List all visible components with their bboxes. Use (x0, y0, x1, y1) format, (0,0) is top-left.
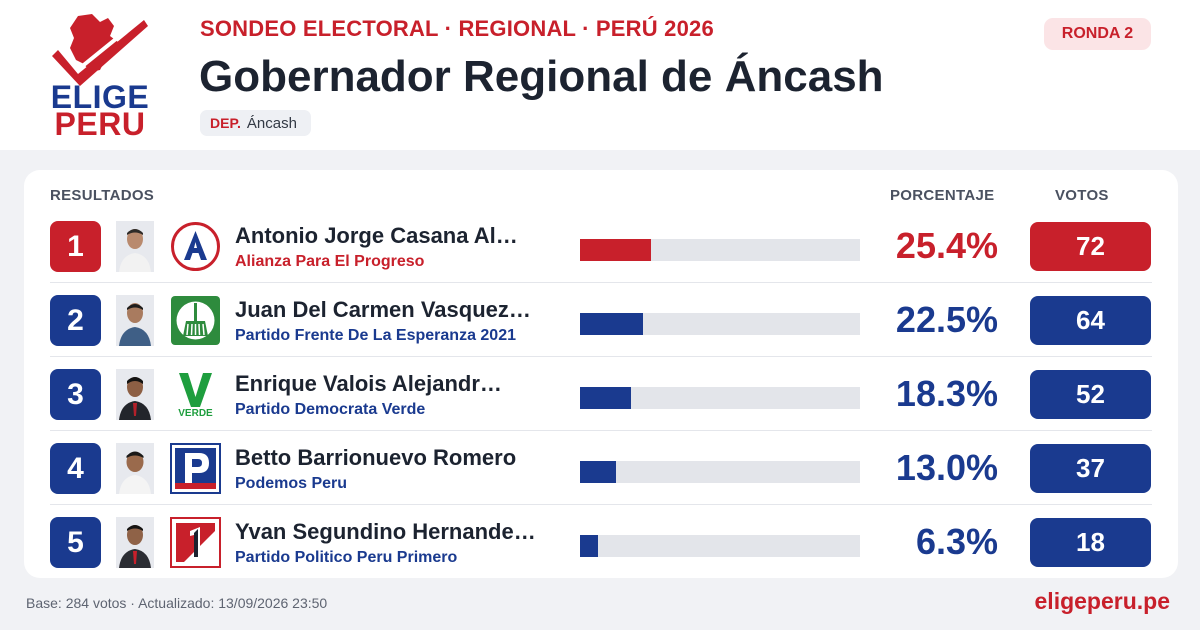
candidate-photo (116, 517, 154, 568)
percent-bar-fill (580, 461, 617, 483)
percent-bar (580, 535, 860, 557)
percent-bar (580, 387, 860, 409)
rank-badge: 3 (50, 369, 101, 420)
votes-count: 52 (1030, 370, 1151, 419)
peru-map-check-icon (52, 14, 148, 86)
footer-base-info: Base: 284 votos · Actualizado: 13/09/202… (26, 595, 328, 611)
candidate-party: Partido Frente De La Esperanza 2021 (235, 327, 516, 344)
candidate-row[interactable]: 1 Antonio Jorge Casana Al… Alianza Para … (24, 209, 1178, 283)
row-divider (50, 356, 1152, 357)
candidate-photo (116, 369, 154, 420)
candidate-name: Antonio Jorge Casana Al… (235, 223, 518, 248)
candidate-row[interactable]: 5 Yvan Segundino Hernande… Partido Polit… (24, 505, 1178, 579)
percent-value: 22.5% (895, 299, 998, 340)
column-header-votes: VOTOS (1055, 187, 1109, 204)
survey-kicker: SONDEO ELECTORAL · REGIONAL · PERÚ 2026 (200, 16, 714, 41)
candidate-party: Podemos Peru (235, 475, 348, 492)
percent-value: 6.3% (915, 521, 998, 562)
percent-bar (580, 461, 860, 483)
eligeperu-logo[interactable]: ELIGE PERU (40, 12, 160, 140)
podemos-logo (170, 443, 221, 494)
site-link[interactable]: eligeperu.pe (1034, 588, 1170, 614)
candidate-name: Yvan Segundino Hernande… (235, 519, 536, 544)
percent-value: 25.4% (895, 225, 998, 266)
department-label: DEP. (210, 115, 241, 131)
percent-bar-fill (580, 535, 598, 557)
app-logo (170, 221, 221, 272)
logo-word-elige: ELIGE (50, 79, 150, 115)
percent-bar-fill (580, 313, 643, 335)
percent-value: 13.0% (895, 447, 998, 488)
results-card: RESULTADOS PORCENTAJE VOTOS 1 Antonio Jo… (24, 170, 1178, 578)
broom-logo (170, 295, 221, 346)
candidate-row[interactable]: 3 VERDE Enrique Valois Alejandr… Partido… (24, 357, 1178, 431)
candidate-row[interactable]: 4 Betto Barrionuevo Romero Podemos Peru … (24, 431, 1178, 505)
candidate-photo (116, 221, 154, 272)
candidate-photo (116, 443, 154, 494)
department-value: Áncash (246, 114, 297, 132)
verde-logo: VERDE (170, 369, 221, 420)
round-badge: RONDA 2 (1044, 18, 1151, 50)
votes-count: 18 (1030, 518, 1151, 567)
candidate-party: Partido Politico Peru Primero (235, 549, 458, 566)
candidate-party: Alianza Para El Progreso (235, 253, 425, 270)
logo-word-peru: PERU (54, 106, 146, 142)
rank-badge: 2 (50, 295, 101, 346)
page-title: Gobernador Regional de Áncash (199, 52, 884, 101)
verde-logo-text: VERDE (178, 408, 213, 419)
column-header-results: RESULTADOS (50, 187, 155, 204)
rank-badge: 4 (50, 443, 101, 494)
votes-count: 72 (1030, 222, 1151, 271)
candidate-name: Enrique Valois Alejandr… (235, 371, 502, 396)
row-divider (50, 282, 1152, 283)
percent-value: 18.3% (895, 373, 998, 414)
candidate-photo (116, 295, 154, 346)
candidate-row[interactable]: 2 Juan Del Carmen Vasquez… Partido Frent… (24, 283, 1178, 357)
peru-primero-logo (170, 517, 221, 568)
votes-count: 37 (1030, 444, 1151, 493)
percent-bar-fill (580, 239, 652, 261)
percent-bar (580, 239, 860, 261)
candidate-name: Juan Del Carmen Vasquez… (235, 297, 531, 322)
header: ELIGE PERU SONDEO ELECTORAL · REGIONAL ·… (0, 0, 1200, 150)
department-pill: DEP. Áncash (200, 110, 311, 136)
candidate-name: Betto Barrionuevo Romero (235, 445, 517, 470)
votes-count: 64 (1030, 296, 1151, 345)
candidate-party: Partido Democrata Verde (235, 401, 426, 418)
column-header-percent: PORCENTAJE (890, 187, 995, 204)
row-divider (50, 430, 1152, 431)
percent-bar-fill (580, 387, 632, 409)
rank-badge: 5 (50, 517, 101, 568)
row-divider (50, 504, 1152, 505)
rank-badge: 1 (50, 221, 101, 272)
percent-bar (580, 313, 860, 335)
